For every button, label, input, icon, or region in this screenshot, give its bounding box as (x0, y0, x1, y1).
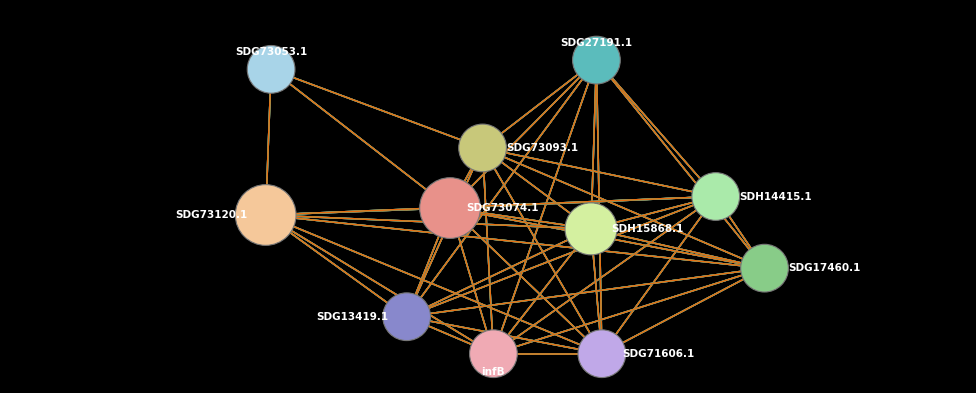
Text: SDG73120.1: SDG73120.1 (176, 210, 248, 220)
Ellipse shape (459, 124, 507, 172)
Ellipse shape (247, 46, 295, 93)
Ellipse shape (578, 330, 626, 378)
Text: SDG73074.1: SDG73074.1 (466, 203, 539, 213)
Ellipse shape (235, 185, 296, 245)
Ellipse shape (573, 36, 621, 84)
Ellipse shape (469, 330, 517, 378)
Text: SDG27191.1: SDG27191.1 (560, 38, 632, 48)
Text: SDG13419.1: SDG13419.1 (316, 312, 388, 322)
Text: SDG17460.1: SDG17460.1 (788, 263, 861, 273)
Ellipse shape (692, 173, 740, 220)
Ellipse shape (741, 244, 789, 292)
Ellipse shape (383, 293, 430, 341)
Ellipse shape (565, 203, 617, 255)
Text: infB: infB (481, 367, 506, 377)
Text: SDG73053.1: SDG73053.1 (235, 47, 307, 57)
Text: SDG73093.1: SDG73093.1 (507, 143, 579, 153)
Text: SDH15868.1: SDH15868.1 (611, 224, 683, 234)
Text: SDH14415.1: SDH14415.1 (739, 191, 812, 202)
Ellipse shape (420, 178, 480, 239)
Text: SDG71606.1: SDG71606.1 (622, 349, 694, 359)
